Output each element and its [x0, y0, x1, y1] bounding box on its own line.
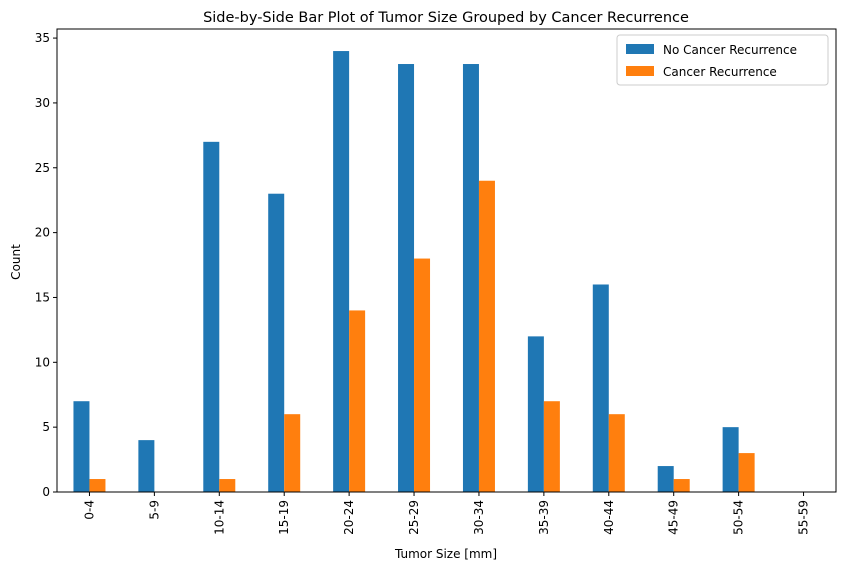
x-tick-label: 55-59 — [797, 500, 811, 535]
y-tick-label: 15 — [35, 290, 50, 304]
legend-box — [616, 34, 829, 86]
bar-no-recurrence-10-14 — [203, 141, 220, 492]
x-axis-label: Tumor Size [mm] — [394, 547, 497, 561]
y-tick-label: 25 — [35, 161, 50, 175]
x-tick-label: 0-4 — [82, 500, 96, 520]
y-tick-label: 0 — [42, 485, 50, 499]
y-axis-ticks: 0 5 10 15 20 25 30 35 — [35, 31, 57, 499]
x-axis-ticks: 0-4 5-9 10-14 15-19 20-24 25-29 30-34 35-39 40-4… — [82, 492, 811, 535]
legend-swatch-no-recurrence — [626, 44, 654, 54]
bar-no-recurrence-20-24 — [333, 51, 350, 493]
x-tick-label: 30-34 — [472, 500, 486, 535]
x-tick-label: 10-14 — [212, 500, 226, 535]
chart-title: Side-by-Side Bar Plot of Tumor Size Grou… — [203, 10, 689, 26]
bar-no-recurrence-40-44 — [592, 284, 609, 492]
x-tick-label: 45-49 — [667, 500, 681, 535]
legend-swatch-recurrence — [626, 66, 654, 76]
bar-no-recurrence-0-4 — [73, 401, 90, 492]
x-tick-label: 15-19 — [277, 500, 291, 535]
bar-no-recurrence-35-39 — [527, 336, 544, 492]
bar-recurrence-20-24 — [349, 310, 366, 492]
x-tick-label: 35-39 — [537, 500, 551, 535]
bar-no-recurrence-25-29 — [398, 64, 415, 492]
bar-recurrence-25-29 — [414, 258, 431, 492]
x-tick-label: 5-9 — [147, 500, 161, 520]
bar-recurrence-35-39 — [543, 401, 560, 492]
y-tick-label: 30 — [35, 96, 50, 110]
legend: No Cancer Recurrence Cancer Recurrence — [616, 34, 829, 86]
legend-label-recurrence: Cancer Recurrence — [663, 65, 777, 79]
legend-label-no-recurrence: No Cancer Recurrence — [663, 43, 797, 57]
y-axis-label: Count — [9, 244, 23, 280]
bar-no-recurrence-30-34 — [462, 64, 479, 492]
y-tick-label: 10 — [35, 355, 50, 369]
x-tick-label: 40-44 — [602, 500, 616, 535]
y-tick-label: 5 — [42, 420, 50, 434]
bar-recurrence-40-44 — [608, 414, 625, 492]
bar-no-recurrence-50-54 — [722, 427, 739, 492]
y-tick-label: 20 — [35, 226, 50, 240]
bars-layer — [73, 51, 755, 493]
bar-recurrence-10-14 — [219, 479, 236, 492]
x-tick-label: 50-54 — [732, 500, 746, 535]
bar-no-recurrence-45-49 — [657, 466, 674, 492]
bar-no-recurrence-5-9 — [138, 440, 155, 492]
plot-area-frame — [56, 28, 837, 493]
bar-recurrence-50-54 — [738, 453, 755, 492]
bar-recurrence-0-4 — [89, 479, 106, 492]
x-tick-label: 20-24 — [342, 500, 356, 535]
bar-no-recurrence-15-19 — [268, 193, 285, 492]
bar-recurrence-15-19 — [284, 414, 301, 492]
bar-recurrence-30-34 — [478, 180, 495, 492]
bar-recurrence-45-49 — [673, 479, 690, 492]
x-tick-label: 25-29 — [407, 500, 421, 535]
y-tick-label: 35 — [35, 31, 50, 45]
